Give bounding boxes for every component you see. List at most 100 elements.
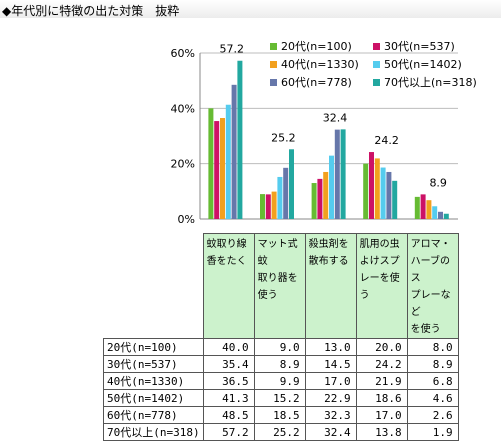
table-cell: 6.8: [406, 372, 459, 390]
table-cell: 24.2: [355, 355, 408, 373]
row-label: 50代(n=1402): [103, 389, 204, 407]
table-cell: 2.6: [406, 406, 459, 424]
table-cell: 35.4: [202, 355, 255, 373]
bar: [340, 129, 346, 219]
row-label: 20代(n=100): [103, 338, 204, 356]
bar: [323, 171, 329, 219]
row-label: 30代(n=537): [103, 355, 204, 373]
table-cell: 40.0: [202, 338, 255, 356]
bar: [363, 163, 369, 219]
table-cell: 48.5: [202, 406, 255, 424]
legend-swatch: [270, 79, 277, 86]
table-cell: 21.9: [355, 372, 408, 390]
bar: [225, 104, 231, 219]
legend-label: 30代(n=537): [384, 40, 455, 53]
bar: [414, 196, 420, 219]
bar: [438, 211, 443, 219]
legend-swatch: [373, 79, 380, 86]
column-header: 肌用の虫 よけスプ レーを使う: [355, 233, 408, 339]
table-row: 30代(n=537) 35.4 8.9 14.5 24.2 8.9: [103, 355, 459, 373]
bar: [208, 108, 214, 219]
table-header-row: 蚊取り線 香をたく マット式蚊 取り器を 使う 殺虫剤を 散布する 肌用の虫 よけスプ…: [104, 233, 459, 339]
table-cell: 9.0: [253, 338, 306, 356]
bar: [369, 152, 374, 219]
legend-swatch: [270, 61, 277, 68]
bar: [426, 200, 432, 219]
bar: [392, 180, 398, 219]
table-corner: [104, 234, 204, 339]
bar: [220, 118, 225, 219]
table-cell: 18.5: [253, 406, 306, 424]
table-cell: 25.2: [253, 423, 306, 441]
table-cell: 8.9: [253, 355, 306, 373]
bar: [289, 149, 294, 219]
column-header: アロマ・ ハーブのス プレーなど を使う: [406, 233, 459, 339]
table-cell: 17.0: [304, 372, 357, 390]
table-cell: 8.0: [406, 338, 459, 356]
table-row: 70代以上(n=318) 57.2 25.2 32.4 13.8 1.9: [103, 423, 459, 441]
row-label: 70代以上(n=318): [103, 423, 204, 441]
legend-swatch: [373, 43, 380, 50]
bar: [231, 84, 237, 219]
bar: [260, 194, 265, 219]
bar: [334, 129, 340, 219]
y-tick-label: 60%: [171, 47, 195, 60]
y-tick-label: 0%: [178, 213, 195, 226]
bar: [265, 194, 271, 219]
table-cell: 32.3: [304, 406, 357, 424]
bar: [329, 155, 334, 219]
table-cell: 18.6: [355, 389, 408, 407]
header-bar: ◆年代別に特徴の出た対策 抜粋: [0, 0, 501, 18]
row-label: 40代(n=1330): [103, 372, 204, 390]
table-cell: 4.6: [406, 389, 459, 407]
legend-label: 20代(n=100): [281, 40, 352, 53]
table-cell: 13.0: [304, 338, 357, 356]
table-row: 60代(n=778) 48.5 18.5 32.3 17.0 2.6: [103, 406, 459, 424]
bar: [420, 194, 426, 219]
bar: [374, 158, 380, 219]
data-label: 25.2: [271, 131, 296, 144]
page-title: ◆年代別に特徴の出た対策 抜粋: [2, 4, 180, 18]
data-label: 57.2: [220, 43, 245, 56]
table-cell: 9.9: [253, 372, 306, 390]
row-label: 60代(n=778): [103, 406, 204, 424]
legend-label: 40代(n=1330): [281, 58, 359, 71]
legend-swatch: [373, 61, 380, 68]
legend-label: 70代以上(n=318): [384, 76, 477, 89]
table-row: 40代(n=1330) 36.5 9.9 17.0 21.9 6.8: [103, 372, 459, 390]
table-row: 50代(n=1402) 41.3 15.2 22.9 18.6 4.6: [103, 389, 459, 407]
bar: [317, 178, 323, 219]
column-header: 殺虫剤を 散布する: [304, 233, 357, 339]
legend-swatch: [270, 43, 277, 50]
column-header: マット式蚊 取り器を 使う: [253, 233, 306, 339]
table-cell: 36.5: [202, 372, 255, 390]
bar: [311, 183, 317, 219]
bar-chart: 0% 20% 40% 60% 57.2 25.2 32.4 24.2 8.9 20代(n=100)…: [171, 40, 477, 226]
table-cell: 8.9: [406, 355, 459, 373]
y-tick-label: 20%: [171, 158, 195, 171]
table-cell: 17.0: [355, 406, 408, 424]
data-table: 蚊取り線 香をたく マット式蚊 取り器を 使う 殺虫剤を 散布する 肌用の虫 よけスプ…: [103, 233, 459, 441]
bar: [277, 176, 283, 219]
legend-label: 50代(n=1402): [384, 58, 462, 71]
table-cell: 1.9: [406, 423, 459, 441]
y-tick-label: 40%: [171, 102, 195, 115]
table-cell: 32.4: [304, 423, 357, 441]
table-cell: 20.0: [355, 338, 408, 356]
data-label: 8.9: [429, 176, 447, 189]
table-row: 20代(n=100) 40.0 9.0 13.0 20.0 8.0: [103, 338, 459, 356]
bar: [432, 206, 438, 219]
table-cell: 14.5: [304, 355, 357, 373]
table-cell: 57.2: [202, 423, 255, 441]
data-label: 24.2: [374, 134, 399, 147]
bar: [380, 167, 386, 219]
bar: [214, 121, 220, 219]
legend-label: 60代(n=778): [281, 76, 352, 89]
data-label: 32.4: [323, 111, 348, 124]
bar: [443, 213, 449, 219]
bar: [237, 60, 243, 219]
table-cell: 13.8: [355, 423, 408, 441]
bar: [283, 167, 289, 219]
bar: [386, 171, 392, 219]
bar: [271, 191, 277, 219]
